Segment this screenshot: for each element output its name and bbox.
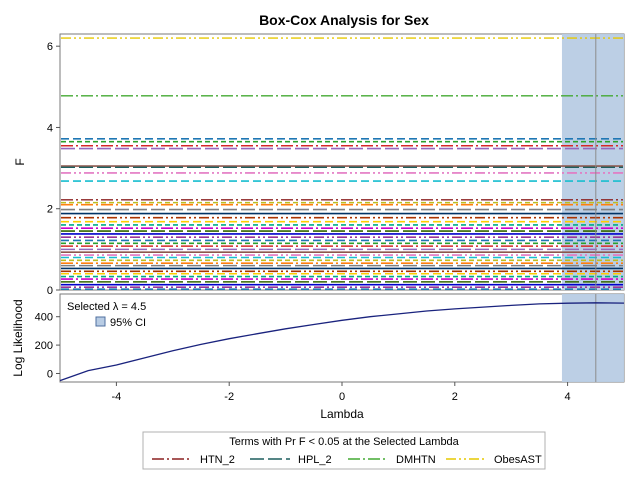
f-ci-band-group <box>561 34 624 290</box>
loglik-y-tick-label: 200 <box>35 340 53 352</box>
f-y-tick-label: 0 <box>47 285 53 297</box>
x-tick-label: 2 <box>452 391 458 403</box>
f-y-tick-label: 6 <box>47 41 53 53</box>
f-series-lines <box>61 34 623 290</box>
loglik-y-axis-label: Log Likelihood <box>11 299 25 376</box>
loglik-panel: 0 200 400 Selected λ = 4.5 95% CI Log Like… <box>11 293 625 383</box>
x-tick-label: -4 <box>112 391 122 403</box>
f-ci-band <box>561 34 624 290</box>
legend-label-hpl_2: HPL_2 <box>298 454 332 466</box>
selected-lambda-annotation: Selected λ = 4.5 <box>67 301 146 313</box>
f-y-ticks: 0 2 4 6 <box>47 41 60 297</box>
f-plot-area <box>59 33 625 291</box>
legend-label-dmhtn: DMHTN <box>396 454 436 466</box>
legend-box <box>142 431 546 470</box>
ci-legend-swatch <box>95 316 106 327</box>
ci-legend-label: 95% CI <box>110 317 146 329</box>
legend-label-obesast: ObesAST <box>494 454 542 466</box>
f-y-tick-label: 2 <box>47 204 53 216</box>
loglik-ci-band <box>561 294 624 382</box>
chart-title: Box-Cox Analysis for Sex <box>259 12 429 28</box>
x-tick-label: 0 <box>339 391 345 403</box>
f-panel: 0 2 4 6 F <box>13 33 625 297</box>
legend-label-htn_2: HTN_2 <box>200 454 235 466</box>
x-axis-label: Lambda <box>320 407 364 421</box>
loglik-ci-band-group <box>561 294 624 382</box>
x-axis-ticks: -4 -2 0 2 4 <box>112 382 571 403</box>
legend-title: Terms with Pr F < 0.05 at the Selected L… <box>229 436 459 448</box>
x-tick-label: -2 <box>224 391 234 403</box>
loglik-y-tick-label: 0 <box>47 368 53 380</box>
legend: Terms with Pr F < 0.05 at the Selected L… <box>142 431 546 470</box>
loglik-plot-area <box>59 293 625 383</box>
f-y-axis-label: F <box>13 158 27 165</box>
legend-entries: HTN_2 HPL_2 DMHTN ObesAST <box>152 454 542 466</box>
loglik-y-tick-label: 400 <box>35 312 53 324</box>
loglik-y-ticks: 0 200 400 <box>35 312 60 380</box>
x-tick-label: 4 <box>565 391 571 403</box>
f-y-tick-label: 4 <box>47 122 53 134</box>
loglik-curve <box>59 302 625 382</box>
